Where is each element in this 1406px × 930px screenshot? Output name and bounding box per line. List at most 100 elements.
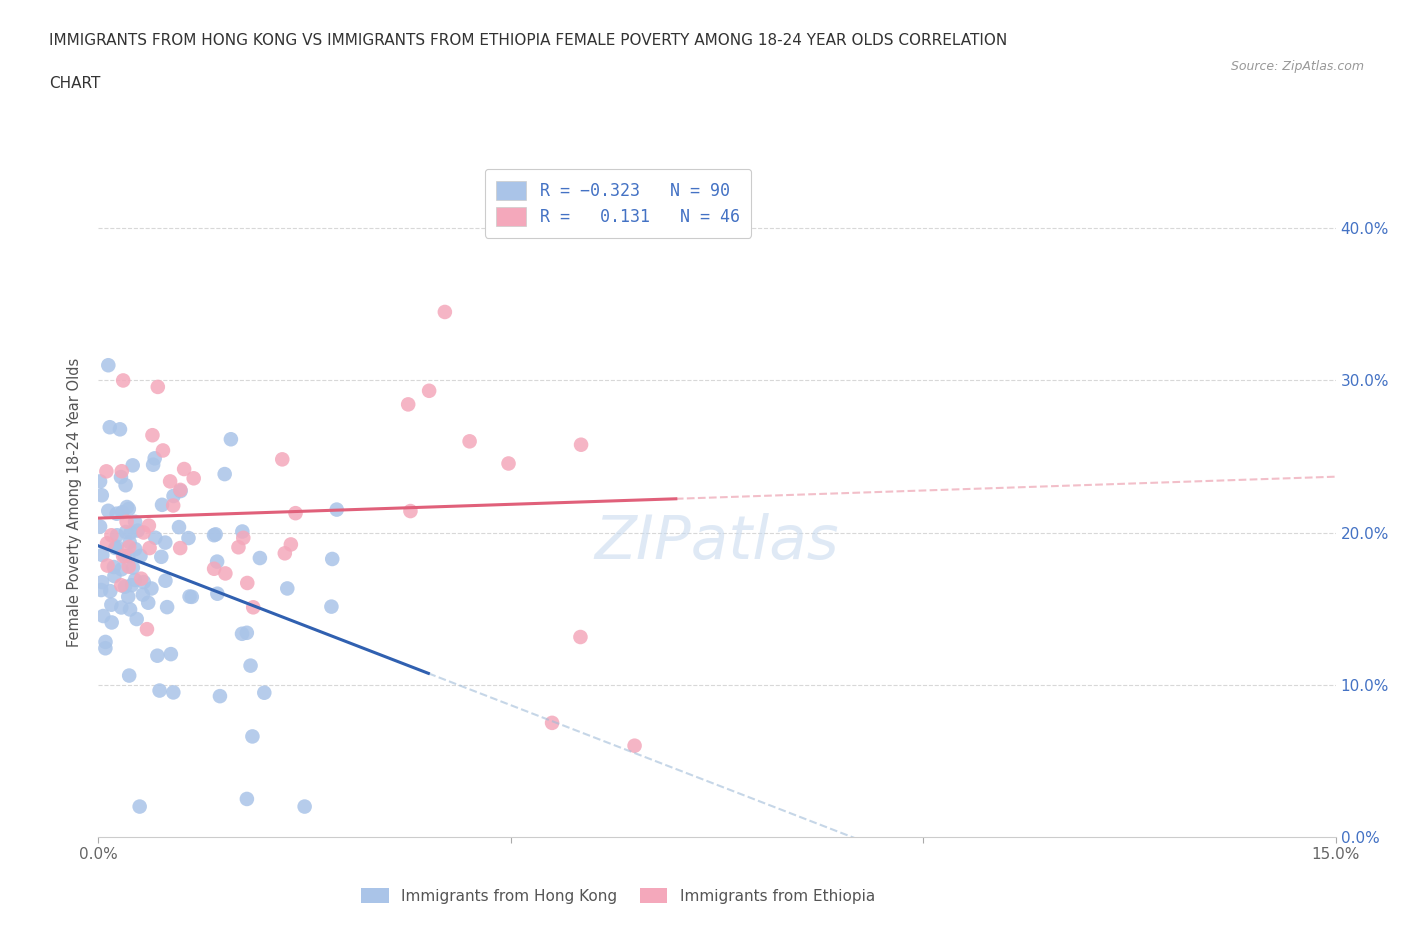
Point xyxy=(103,560,125,575)
Point xyxy=(90,582,112,597)
Point xyxy=(132,587,155,602)
Point xyxy=(202,527,225,542)
Point xyxy=(125,612,148,627)
Point xyxy=(169,483,191,498)
Point xyxy=(115,499,138,514)
Point xyxy=(231,626,253,641)
Text: CHART: CHART xyxy=(49,76,101,91)
Point xyxy=(321,599,343,614)
Point xyxy=(169,484,191,498)
Point xyxy=(160,646,183,661)
Point xyxy=(162,685,184,700)
Point xyxy=(121,458,143,472)
Point xyxy=(111,505,134,520)
Point xyxy=(132,525,155,540)
Point xyxy=(89,519,111,534)
Point xyxy=(159,474,181,489)
Point xyxy=(112,549,135,564)
Point xyxy=(115,525,138,539)
Point xyxy=(242,600,264,615)
Point xyxy=(236,576,259,591)
Point xyxy=(118,535,141,550)
Point xyxy=(96,536,118,551)
Point xyxy=(253,685,276,700)
Point xyxy=(179,589,201,604)
Point xyxy=(110,562,132,577)
Legend: Immigrants from Hong Kong, Immigrants from Ethiopia: Immigrants from Hong Kong, Immigrants fr… xyxy=(356,882,882,910)
Point xyxy=(129,549,152,564)
Point xyxy=(148,684,170,698)
Point xyxy=(97,503,120,518)
Point xyxy=(103,568,125,583)
Point xyxy=(118,539,141,554)
Point xyxy=(242,729,264,744)
Point xyxy=(183,471,205,485)
Point xyxy=(121,560,143,575)
Text: IMMIGRANTS FROM HONG KONG VS IMMIGRANTS FROM ETHIOPIA FEMALE POVERTY AMONG 18-24: IMMIGRANTS FROM HONG KONG VS IMMIGRANTS … xyxy=(49,33,1008,47)
Point xyxy=(117,549,139,564)
Point xyxy=(152,443,174,458)
Point xyxy=(105,539,128,554)
Point xyxy=(162,488,184,503)
Point xyxy=(202,562,225,577)
Point xyxy=(162,498,184,513)
Point xyxy=(97,358,120,373)
Point xyxy=(117,590,139,604)
Point xyxy=(91,548,114,563)
Point xyxy=(239,658,262,673)
Point xyxy=(204,527,226,542)
Point xyxy=(96,464,118,479)
Point xyxy=(169,540,191,555)
Text: ZIPatlas: ZIPatlas xyxy=(595,512,839,572)
Point xyxy=(136,622,159,637)
Point xyxy=(236,625,259,640)
Point xyxy=(541,715,564,730)
Point xyxy=(208,689,231,704)
Point xyxy=(167,520,190,535)
Y-axis label: Female Poverty Among 18-24 Year Olds: Female Poverty Among 18-24 Year Olds xyxy=(67,357,83,647)
Point xyxy=(232,530,254,545)
Point xyxy=(396,397,419,412)
Point xyxy=(90,488,112,503)
Point xyxy=(104,540,127,555)
Point xyxy=(142,458,165,472)
Point xyxy=(156,600,179,615)
Point xyxy=(294,799,316,814)
Point xyxy=(207,586,229,601)
Point xyxy=(96,558,118,573)
Point xyxy=(105,506,128,521)
Point xyxy=(498,456,520,471)
Point xyxy=(623,738,645,753)
Point xyxy=(155,535,177,550)
Point xyxy=(321,551,343,566)
Point xyxy=(105,528,128,543)
Point xyxy=(214,566,236,581)
Point xyxy=(205,554,228,569)
Point xyxy=(132,575,155,590)
Point xyxy=(120,602,142,617)
Point xyxy=(110,600,132,615)
Point xyxy=(150,550,173,565)
Point xyxy=(114,478,136,493)
Point xyxy=(146,648,169,663)
Point xyxy=(569,630,592,644)
Point xyxy=(155,573,177,588)
Point xyxy=(138,540,160,555)
Point xyxy=(114,549,136,564)
Point xyxy=(121,578,143,592)
Point xyxy=(219,432,242,446)
Point xyxy=(180,590,202,604)
Point xyxy=(569,437,592,452)
Point xyxy=(112,373,135,388)
Point xyxy=(127,524,149,538)
Point xyxy=(94,641,117,656)
Point xyxy=(136,595,159,610)
Point xyxy=(111,464,134,479)
Point xyxy=(399,504,422,519)
Point xyxy=(249,551,271,565)
Point xyxy=(141,581,163,596)
Point xyxy=(557,220,579,235)
Point xyxy=(138,518,160,533)
Point xyxy=(177,531,200,546)
Point xyxy=(433,304,456,319)
